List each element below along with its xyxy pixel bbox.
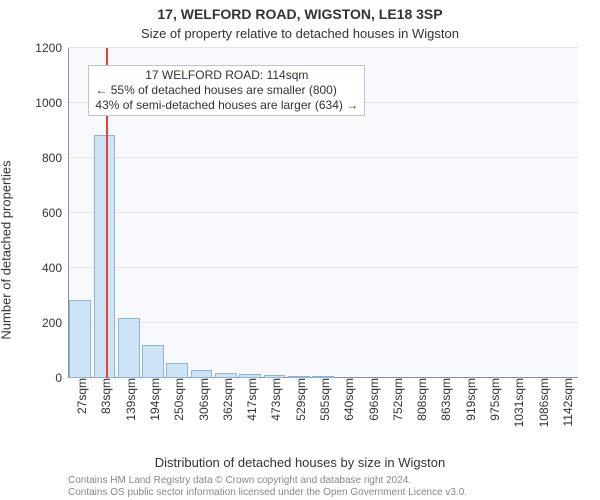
histogram-bar: [69, 300, 91, 378]
plot-area: 02004006008001000120027sqm83sqm139sqm194…: [68, 48, 578, 378]
x-tick-label: 362sqm: [217, 378, 235, 421]
x-tick-label: 139sqm: [120, 378, 138, 421]
x-tick-label: 919sqm: [460, 378, 478, 421]
y-tick-label: 400: [42, 261, 68, 275]
y-tick-label: 1200: [35, 41, 68, 55]
gridline: [68, 267, 578, 268]
annotation-line: 17 WELFORD ROAD: 114sqm: [95, 68, 358, 83]
x-tick-label: 1031sqm: [508, 378, 526, 427]
y-tick-label: 600: [42, 206, 68, 220]
y-axis-label: Number of detached properties: [0, 160, 14, 339]
x-tick-label: 194sqm: [144, 378, 162, 421]
x-tick-label: 585sqm: [314, 378, 332, 421]
x-tick-label: 696sqm: [363, 378, 381, 421]
y-tick-label: 800: [42, 151, 68, 165]
x-tick-label: 808sqm: [411, 378, 429, 421]
annotation-box: 17 WELFORD ROAD: 114sqm← 55% of detached…: [88, 65, 365, 116]
histogram-bar: [191, 370, 213, 378]
x-tick-label: 863sqm: [435, 378, 453, 421]
figure: 17, WELFORD ROAD, WIGSTON, LE18 3SP Size…: [0, 0, 600, 500]
histogram-bar: [166, 363, 188, 378]
plot-inner: 02004006008001000120027sqm83sqm139sqm194…: [68, 48, 578, 378]
footer-line-2: Contains OS public sector information li…: [68, 487, 467, 498]
x-tick-label: 306sqm: [193, 378, 211, 421]
histogram-bar: [94, 135, 116, 378]
x-tick-label: 640sqm: [338, 378, 356, 421]
annotation-line: ← 55% of detached houses are smaller (80…: [95, 83, 358, 98]
gridline: [68, 47, 578, 48]
x-tick-label: 250sqm: [168, 378, 186, 421]
y-tick-label: 0: [55, 371, 68, 385]
x-tick-label: 417sqm: [241, 378, 259, 421]
gridline: [68, 157, 578, 158]
footer-line-1: Contains HM Land Registry data © Crown c…: [68, 475, 411, 486]
y-tick-label: 1000: [35, 96, 68, 110]
x-tick-label: 1142sqm: [557, 378, 575, 426]
x-tick-label: 1086sqm: [533, 378, 551, 427]
x-tick-label: 529sqm: [290, 378, 308, 421]
x-tick-label: 752sqm: [387, 378, 405, 421]
gridline: [68, 322, 578, 323]
histogram-bar: [118, 318, 140, 379]
histogram-bar: [142, 345, 164, 378]
gridline: [68, 212, 578, 213]
x-axis-label: Distribution of detached houses by size …: [0, 455, 600, 470]
x-tick-label: 83sqm: [95, 378, 113, 414]
title-main: 17, WELFORD ROAD, WIGSTON, LE18 3SP: [0, 6, 600, 22]
annotation-line: 43% of semi-detached houses are larger (…: [95, 98, 358, 113]
x-tick-label: 27sqm: [71, 378, 89, 414]
y-tick-label: 200: [42, 316, 68, 330]
x-tick-label: 473sqm: [265, 378, 283, 421]
title-sub: Size of property relative to detached ho…: [0, 26, 600, 41]
x-tick-label: 975sqm: [484, 378, 502, 421]
